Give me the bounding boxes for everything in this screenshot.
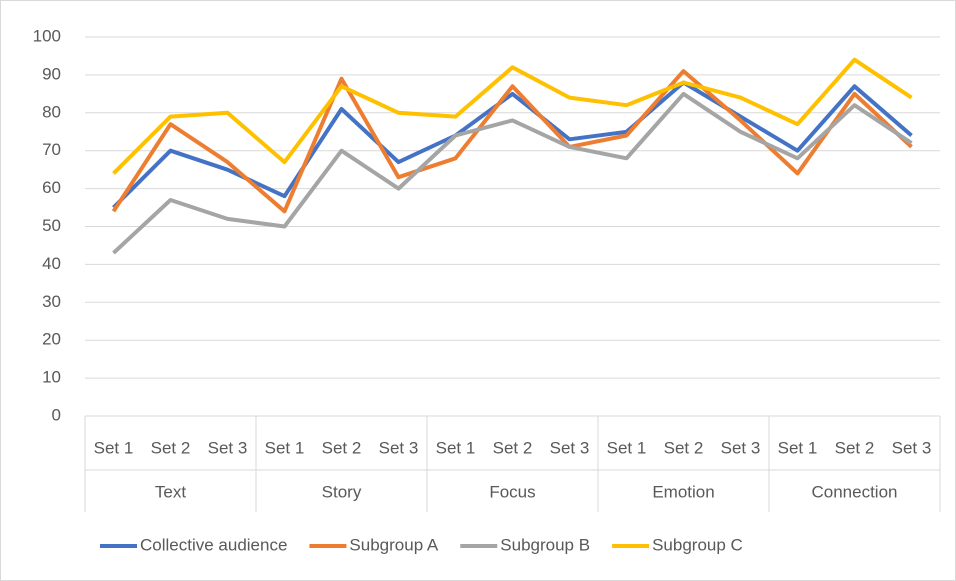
group-label: Story xyxy=(322,482,362,501)
group-label: Focus xyxy=(489,482,535,501)
x-tick-label: Set 1 xyxy=(607,438,647,457)
series-line xyxy=(112,91,913,255)
y-tick-label: 0 xyxy=(52,405,61,424)
x-tick-label: Set 2 xyxy=(151,438,191,457)
y-tick-label: 80 xyxy=(42,102,61,121)
series-line xyxy=(111,69,913,214)
y-tick-label: 50 xyxy=(42,216,61,235)
y-tick-label: 100 xyxy=(33,26,61,45)
y-tick-label: 60 xyxy=(42,178,61,197)
x-tick-label: Set 2 xyxy=(322,438,362,457)
x-tick-label: Set 1 xyxy=(778,438,818,457)
y-tick-label: 40 xyxy=(42,254,61,273)
y-tick-label: 90 xyxy=(42,64,61,83)
x-tick-label: Set 3 xyxy=(379,438,419,457)
group-label: Connection xyxy=(811,482,897,501)
legend-label: Subgroup C xyxy=(652,535,743,554)
legend-label: Collective audience xyxy=(140,535,287,554)
x-tick-label: Set 3 xyxy=(208,438,248,457)
group-label: Emotion xyxy=(652,482,714,501)
y-tick-label: 70 xyxy=(42,140,61,159)
legend-label: Subgroup A xyxy=(349,535,439,554)
x-tick-label: Set 2 xyxy=(664,438,704,457)
x-tick-label: Set 2 xyxy=(835,438,875,457)
legend-label: Subgroup B xyxy=(500,535,590,554)
y-tick-label: 20 xyxy=(42,330,61,349)
x-tick-label: Set 3 xyxy=(550,438,590,457)
y-tick-label: 30 xyxy=(42,292,61,311)
x-tick-label: Set 1 xyxy=(265,438,305,457)
x-tick-label: Set 1 xyxy=(436,438,476,457)
x-tick-label: Set 1 xyxy=(94,438,134,457)
x-tick-label: Set 2 xyxy=(493,438,533,457)
y-tick-label: 10 xyxy=(42,368,61,387)
x-tick-label: Set 3 xyxy=(892,438,932,457)
group-label: Text xyxy=(155,482,186,501)
series-line xyxy=(112,57,913,175)
x-tick-label: Set 3 xyxy=(721,438,761,457)
